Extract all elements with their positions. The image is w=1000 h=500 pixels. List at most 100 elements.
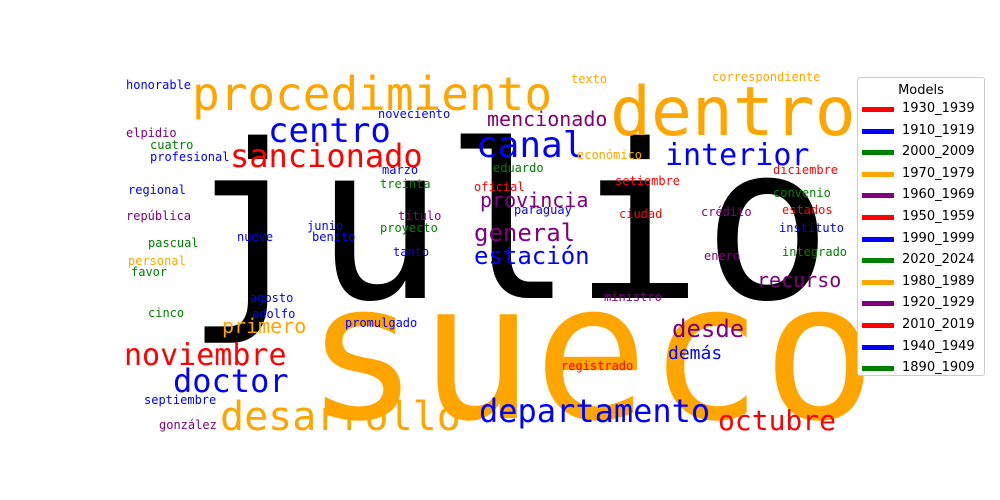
word-oficial: oficial <box>474 180 525 194</box>
legend-label: 1950_1959 <box>902 208 975 224</box>
word-recurso: recurso <box>757 268 841 292</box>
word-gonzález: gonzález <box>159 418 217 432</box>
legend-title: Models <box>898 83 944 98</box>
word-benito: benito <box>312 230 355 244</box>
legend-entry: 1940_1949 <box>858 337 984 359</box>
word-cinco: cinco <box>148 306 184 320</box>
word-convenio: convenio <box>773 186 831 200</box>
word-junio: junio <box>307 219 343 233</box>
word-crédito: crédito <box>701 205 752 219</box>
word-julio: julio <box>185 98 832 349</box>
word-enero: enero <box>704 249 740 263</box>
word-centro: centro <box>268 111 391 151</box>
word-pascual: pascual <box>148 236 199 250</box>
legend-label: 1920_1929 <box>902 295 975 311</box>
legend-swatch <box>862 150 894 156</box>
word-departamento: departamento <box>479 392 710 430</box>
word-primero: primero <box>222 314 306 338</box>
legend-swatch <box>862 193 894 199</box>
word-regional: regional <box>128 183 186 197</box>
word-provincia: provincia <box>480 188 588 212</box>
word-marzo: marzo <box>382 163 418 177</box>
word-adolfo: adolfo <box>252 307 295 321</box>
word-nueve: nueve <box>237 230 273 244</box>
legend-swatch <box>862 171 894 177</box>
legend-label: 2020_2024 <box>902 252 975 268</box>
word-diciembre: diciembre <box>773 163 838 177</box>
legend-swatch <box>862 366 894 372</box>
word-agosto: agosto <box>250 291 293 305</box>
word-treinta: treinta <box>380 177 431 191</box>
word-desde: desde <box>672 315 744 343</box>
legend: Models 1930_1939 1910_1919 2000_2009 1970_1… <box>857 77 985 376</box>
word-procedimiento: procedimiento <box>192 67 552 121</box>
legend-entry: 2000_2009 <box>858 142 984 164</box>
word-instituto: instituto <box>779 221 844 235</box>
word-noveciento: noveciento <box>378 107 450 121</box>
word-proyecto: proyecto <box>380 221 438 235</box>
word-mencionado: mencionado <box>487 107 607 131</box>
legend-entry: 1960_1969 <box>858 185 984 207</box>
legend-swatch <box>862 344 894 350</box>
word-registrado: registrado <box>561 359 633 373</box>
legend-swatch <box>862 279 894 285</box>
legend-entry: 1920_1929 <box>858 293 984 315</box>
word-elpidio: elpidio <box>126 126 177 140</box>
legend-entry: 2010_2019 <box>858 315 984 337</box>
word-integrado: integrado <box>782 245 847 259</box>
word-económico: económico <box>577 148 642 162</box>
legend-entry: 1970_1979 <box>858 164 984 186</box>
word-título: título <box>398 209 441 223</box>
word-estación: estación <box>474 242 590 270</box>
word-desarrollo: desarrollo <box>220 394 461 440</box>
legend-label: 2010_2019 <box>902 316 975 332</box>
word-demás: demás <box>668 343 722 364</box>
legend-entry: 1890_1909 <box>858 358 984 380</box>
word-ciudad: ciudad <box>619 207 662 221</box>
word-dentro: dentro <box>610 73 856 152</box>
word-sueco: sueco <box>305 242 877 463</box>
legend-label: 1940_1949 <box>902 338 975 354</box>
legend-label: 1890_1909 <box>902 360 975 376</box>
word-tanto: tanto <box>393 245 429 259</box>
legend-swatch <box>862 322 894 328</box>
word-profesional: profesional <box>150 150 229 164</box>
legend-swatch <box>862 107 894 112</box>
word-general: general <box>474 219 575 247</box>
legend-label: 1960_1969 <box>902 187 975 203</box>
word-paraguay: paraguay <box>514 203 572 217</box>
legend-entry: 1910_1919 <box>858 121 984 143</box>
legend-label: 1980_1989 <box>902 273 975 289</box>
word-canal: canal <box>476 125 584 166</box>
legend-label: 2000_2009 <box>902 144 975 160</box>
word-sancionado: sancionado <box>230 137 423 175</box>
legend-entry: 1980_1989 <box>858 272 984 294</box>
word-septiembre: septiembre <box>144 393 216 407</box>
legend-items: 1930_1939 1910_1919 2000_2009 1970_1979 1960… <box>858 99 984 380</box>
word-república: república <box>126 209 191 223</box>
legend-entry: 1930_1939 <box>858 99 984 121</box>
word-noviembre: noviembre <box>124 338 287 373</box>
word-favor: favor <box>131 265 167 279</box>
legend-swatch <box>862 258 894 264</box>
legend-label: 1990_1999 <box>902 230 975 246</box>
legend-swatch <box>862 128 894 134</box>
legend-swatch <box>862 236 894 242</box>
word-octubre: octubre <box>718 404 836 437</box>
legend-swatch <box>862 301 894 307</box>
word-honorable: honorable <box>126 78 191 92</box>
legend-entry: 2020_2024 <box>858 250 984 272</box>
word-personal: personal <box>128 254 186 268</box>
word-interior: interior <box>665 138 810 173</box>
legend-entry: 1950_1959 <box>858 207 984 229</box>
word-estados: estados <box>782 203 833 217</box>
legend-label: 1910_1919 <box>902 122 975 138</box>
legend-swatch <box>862 214 894 220</box>
legend-entry: 1990_1999 <box>858 229 984 251</box>
word-promulgado: promulgado <box>345 316 417 330</box>
word-texto: texto <box>571 72 607 86</box>
word-eduardo: eduardo <box>493 161 544 175</box>
legend-label: 1930_1939 <box>902 101 975 116</box>
